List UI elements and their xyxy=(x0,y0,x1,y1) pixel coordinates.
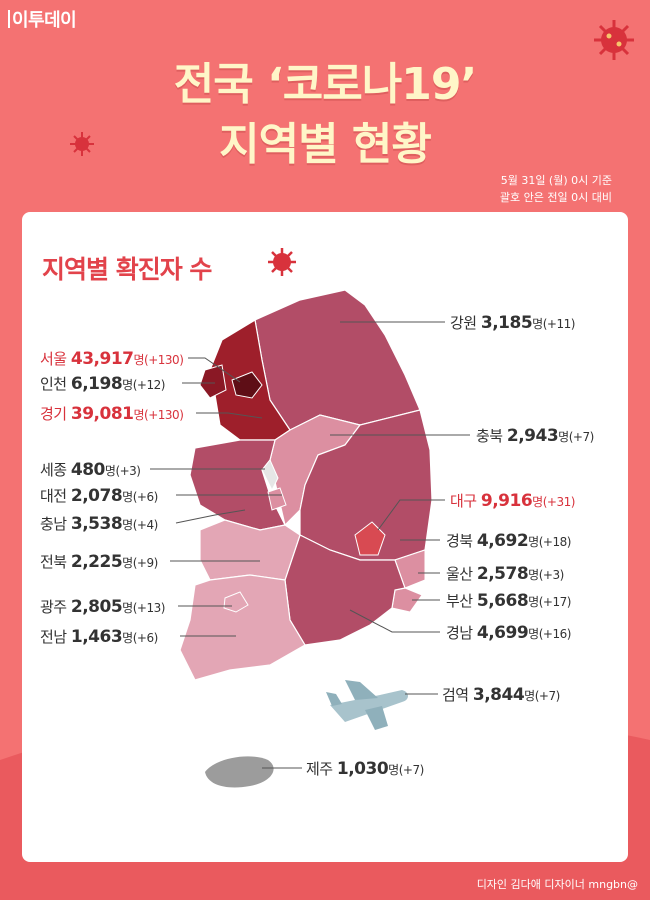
region-daegu xyxy=(354,521,386,556)
label-gyeonggi: 경기 39,081명(+130) xyxy=(40,404,184,424)
label-gwangju: 광주 2,805명(+13) xyxy=(40,597,165,617)
region-sejong xyxy=(261,459,279,492)
region-jeju xyxy=(205,756,274,788)
label-ulsan: 울산 2,578명(+3) xyxy=(446,564,564,584)
virus-icon xyxy=(268,248,296,276)
region-seoul xyxy=(231,371,263,399)
section-title: 지역별 확진자 수 xyxy=(42,255,212,284)
label-seoul: 서울 43,917명(+130) xyxy=(40,349,184,369)
page-title-line1: 전국 ‘코로나19’ xyxy=(173,59,477,110)
basis-note: 5월 31일 (월) 0시 기준 괄호 안은 전일 0시 대비 xyxy=(499,174,612,204)
region-daejeon xyxy=(267,487,287,511)
airplane-icon xyxy=(326,680,408,730)
brand-logo: 이투데이 xyxy=(8,6,77,32)
label-daejeon: 대전 2,078명(+6) xyxy=(40,486,158,506)
virus-icon xyxy=(70,132,94,156)
region-jeonbuk xyxy=(199,519,301,581)
label-chungbuk: 충북 2,943명(+7) xyxy=(476,426,594,446)
label-quarantine: 검역 3,844명(+7) xyxy=(442,685,560,705)
label-chungnam: 충남 3,538명(+4) xyxy=(40,514,158,534)
region-chungnam xyxy=(189,439,286,531)
designer-credit: 디자인 김다애 디자이너 mngbn@ xyxy=(476,878,638,891)
page-title-line2: 지역별 현황 xyxy=(219,119,432,170)
label-gyeongbuk: 경북 4,692명(+18) xyxy=(446,531,571,551)
region-jeonnam xyxy=(179,574,306,681)
label-gangwon: 강원 3,185명(+11) xyxy=(450,313,575,333)
virus-icon xyxy=(594,20,634,60)
label-jeonnam: 전남 1,463명(+6) xyxy=(40,627,158,647)
label-sejong: 세종 480명(+3) xyxy=(40,460,141,480)
label-gyeongnam: 경남 4,699명(+16) xyxy=(446,623,571,643)
label-incheon: 인천 6,198명(+12) xyxy=(40,374,165,394)
label-jeju: 제주 1,030명(+7) xyxy=(306,759,424,779)
region-gangwon xyxy=(254,289,421,431)
label-daegu: 대구 9,916명(+31) xyxy=(450,491,575,511)
label-busan: 부산 5,668명(+17) xyxy=(446,591,571,611)
label-jeonbuk: 전북 2,225명(+9) xyxy=(40,552,158,572)
